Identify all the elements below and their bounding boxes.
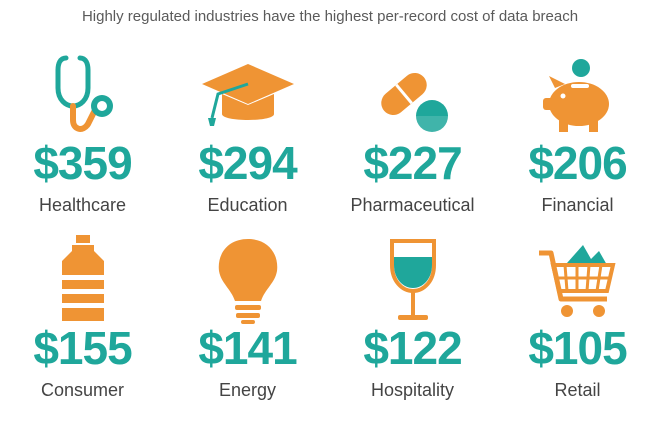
industry-label: Energy: [218, 380, 277, 400]
piggy-bank-icon: [495, 50, 660, 140]
industry-label: Retail: [554, 380, 601, 400]
industry-value: $294: [198, 137, 297, 189]
industry-value: $122: [363, 322, 462, 374]
industry-retail: $105 Retail: [495, 235, 660, 420]
industry-value: $141: [198, 322, 297, 374]
industry-value: $359: [33, 137, 132, 189]
industry-label: Education: [207, 195, 288, 215]
industry-label: Hospitality: [370, 380, 455, 400]
industry-value: $206: [528, 137, 627, 189]
stethoscope-icon: [0, 50, 165, 140]
industry-consumer: $155 Consumer: [0, 235, 165, 420]
graduation-cap-icon: [165, 50, 330, 140]
industry-value: $155: [33, 322, 132, 374]
pill-icon: [330, 50, 495, 140]
industry-label: Healthcare: [38, 195, 127, 215]
industry-healthcare: $359 Healthcare: [0, 50, 165, 235]
industry-energy: $141 Energy: [165, 235, 330, 420]
shopping-cart-icon: [495, 235, 660, 325]
infographic-title: Highly regulated industries have the hig…: [81, 8, 579, 25]
light-bulb-icon: [165, 235, 330, 325]
industry-financial: $206 Financial: [495, 50, 660, 235]
industry-label: Financial: [541, 195, 614, 215]
industry-label: Pharmaceutical: [350, 195, 475, 215]
industry-pharmaceutical: $227 Pharmaceutical: [330, 50, 495, 235]
bottle-icon: [0, 235, 165, 325]
industry-grid: $359 Healthcare $294 Education: [0, 50, 660, 420]
industry-value: $105: [528, 322, 627, 374]
industry-label: Consumer: [40, 380, 125, 400]
industry-hospitality: $122 Hospitality: [330, 235, 495, 420]
wine-glass-icon: [330, 235, 495, 325]
industry-value: $227: [363, 137, 462, 189]
industry-education: $294 Education: [165, 50, 330, 235]
